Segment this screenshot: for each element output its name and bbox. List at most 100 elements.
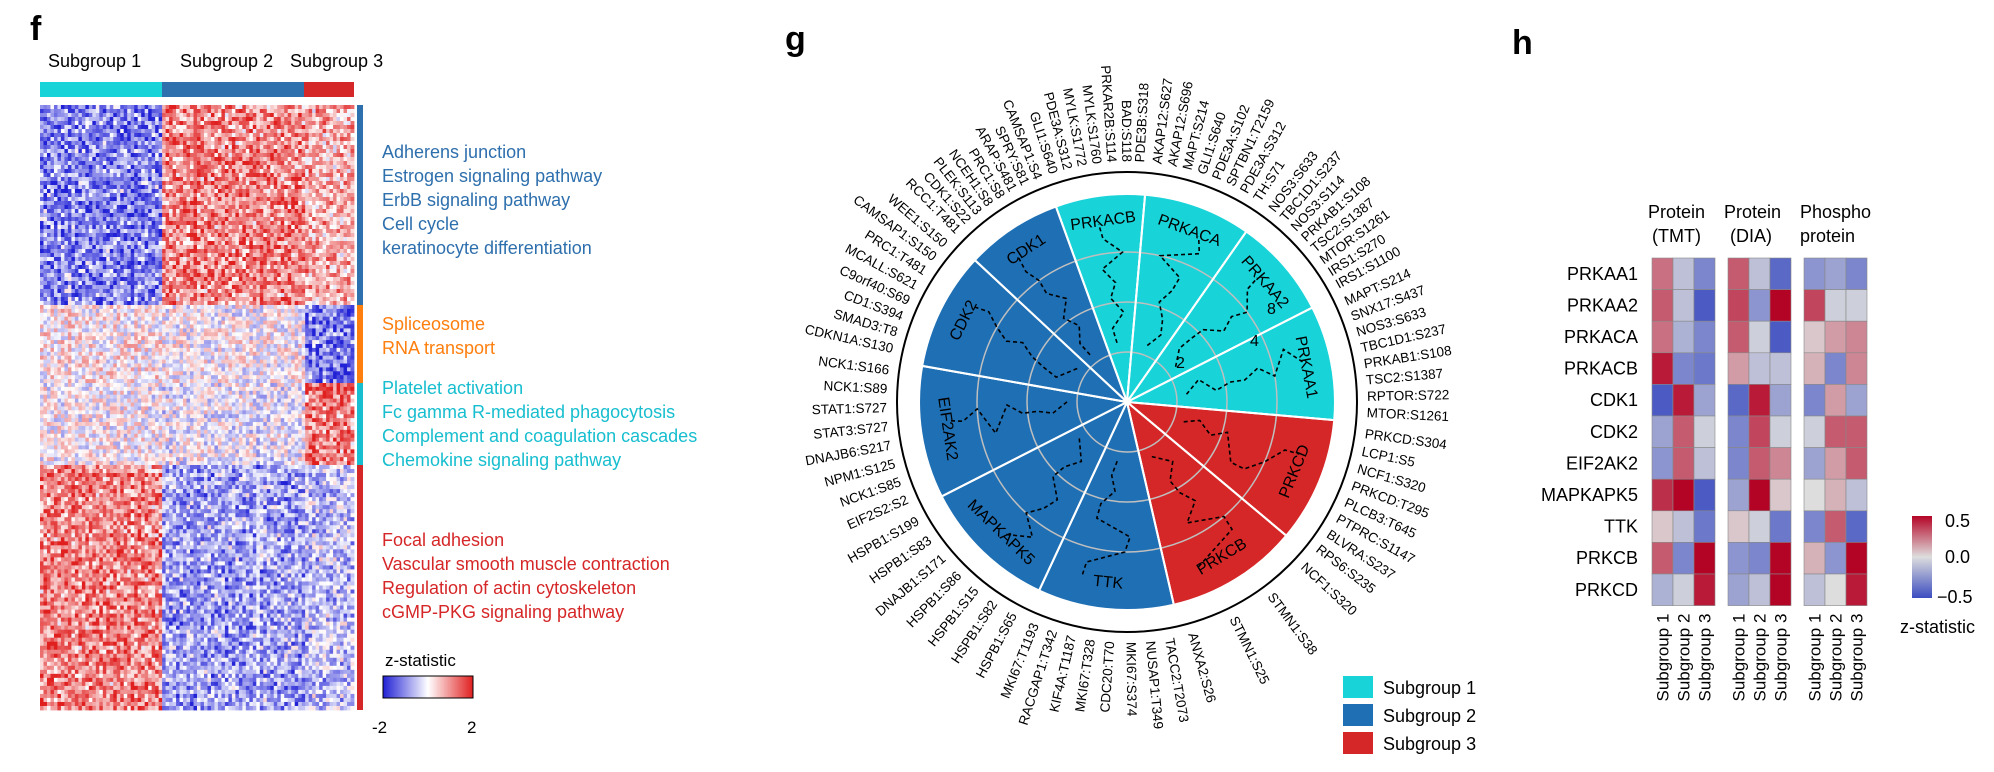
heatmap-cell: [99, 145, 103, 149]
heatmap-cell: [242, 317, 246, 321]
heatmap-cell: [134, 201, 138, 205]
heatmap-cell: [309, 157, 313, 161]
heatmap-cell: [169, 217, 173, 221]
heatmap-cell: [68, 105, 72, 109]
heatmap-cell: [305, 185, 309, 189]
heatmap-cell: [218, 177, 222, 181]
heatmap-cell: [187, 149, 191, 153]
heatmap-cell: [298, 229, 302, 233]
heatmap-cell: [302, 249, 306, 253]
heatmap-cell: [347, 189, 351, 193]
heatmap-cell: [78, 109, 82, 113]
heatmap-cell: [221, 197, 225, 201]
heatmap-cell: [152, 201, 156, 205]
heatmap-cell: [64, 169, 68, 173]
heatmap-cell: [64, 153, 68, 157]
heatmap-cell: [267, 249, 271, 253]
heatmap-cell: [337, 273, 341, 277]
heatmap-cell: [183, 189, 187, 193]
heatmap-cell: [68, 109, 72, 113]
heatmap-cell: [96, 297, 100, 301]
heatmap-cell: [187, 265, 191, 269]
heatmap-cell: [47, 137, 51, 141]
heatmap-cell: [284, 177, 288, 181]
heatmap-cell: [113, 177, 117, 181]
heatmap-cell: [211, 125, 215, 129]
heatmap-cell: [173, 169, 177, 173]
heatmap-cell: [249, 117, 253, 121]
heatmap-cell: [344, 133, 348, 137]
heatmap-cell: [96, 125, 100, 129]
heatmap-cell: [103, 213, 107, 217]
heatmap-cell: [96, 105, 100, 109]
heatmap-cell: [256, 285, 260, 289]
heatmap-cell: [64, 257, 68, 261]
heatmap-cell: [221, 129, 225, 133]
heatmap-cell: [71, 245, 75, 249]
heatmap-cell: [225, 201, 229, 205]
heatmap-cell: [288, 121, 292, 125]
heatmap-cell: [225, 165, 229, 169]
heatmap-cell: [302, 293, 306, 297]
heatmap-cell: [106, 145, 110, 149]
heatmap-cell: [54, 117, 58, 121]
heatmap-cell: [270, 185, 274, 189]
heatmap-cell: [340, 181, 344, 185]
heatmap-cell: [173, 157, 177, 161]
heatmap-cell: [263, 161, 267, 165]
heatmap-cell: [75, 321, 79, 325]
heatmap-cell: [89, 141, 93, 145]
heatmap-cell: [68, 317, 72, 321]
heatmap-cell: [166, 289, 170, 293]
heatmap-cell: [50, 213, 54, 217]
heatmap-cell: [281, 321, 285, 325]
heatmap-cell: [183, 173, 187, 177]
heatmap-cell: [159, 161, 163, 165]
heatmap-cell: [312, 321, 316, 325]
heatmap-cell: [330, 149, 334, 153]
heatmap-cell: [197, 301, 201, 305]
heatmap-cell: [319, 137, 323, 141]
heatmap-cell: [351, 269, 355, 273]
heatmap-cell: [204, 257, 208, 261]
heatmap-cell: [323, 309, 327, 313]
heatmap-cell: [120, 137, 124, 141]
heatmap-cell: [312, 149, 316, 153]
heatmap-cell: [64, 157, 68, 161]
heatmap-cell: [316, 157, 320, 161]
heatmap-cell: [316, 301, 320, 305]
heatmap-cell: [284, 145, 288, 149]
heatmap-cell: [134, 225, 138, 229]
heatmap-cell: [68, 121, 72, 125]
heatmap-cell: [260, 137, 264, 141]
heatmap-cell: [89, 257, 93, 261]
heatmap-cell: [228, 317, 232, 321]
heatmap-cell: [47, 201, 51, 205]
heatmap-cell: [138, 253, 142, 257]
heatmap-cell: [221, 233, 225, 237]
heatmap-cell: [187, 121, 191, 125]
heatmap-cell: [312, 221, 316, 225]
heatmap-cell: [211, 121, 215, 125]
heatmap-cell: [319, 313, 323, 317]
heatmap-cell: [249, 253, 253, 257]
heatmap-cell: [141, 109, 145, 113]
heatmap-cell: [284, 189, 288, 193]
heatmap-cell: [40, 109, 44, 113]
heatmap-cell: [333, 141, 337, 145]
heatmap-cell: [249, 121, 253, 125]
heatmap-cell: [145, 229, 149, 233]
heatmap-cell: [187, 281, 191, 285]
heatmap-cell: [173, 165, 177, 169]
heatmap-cell: [260, 245, 264, 249]
heatmap-cell: [152, 233, 156, 237]
heatmap-cell: [288, 153, 292, 157]
heatmap-cell: [82, 313, 86, 317]
heatmap-cell: [54, 289, 58, 293]
heatmap-cell: [228, 129, 232, 133]
heatmap-cell: [344, 249, 348, 253]
heatmap-cell: [183, 317, 187, 321]
heatmap-cell: [309, 261, 313, 265]
heatmap-cell: [124, 209, 128, 213]
heatmap-cell: [82, 129, 86, 133]
